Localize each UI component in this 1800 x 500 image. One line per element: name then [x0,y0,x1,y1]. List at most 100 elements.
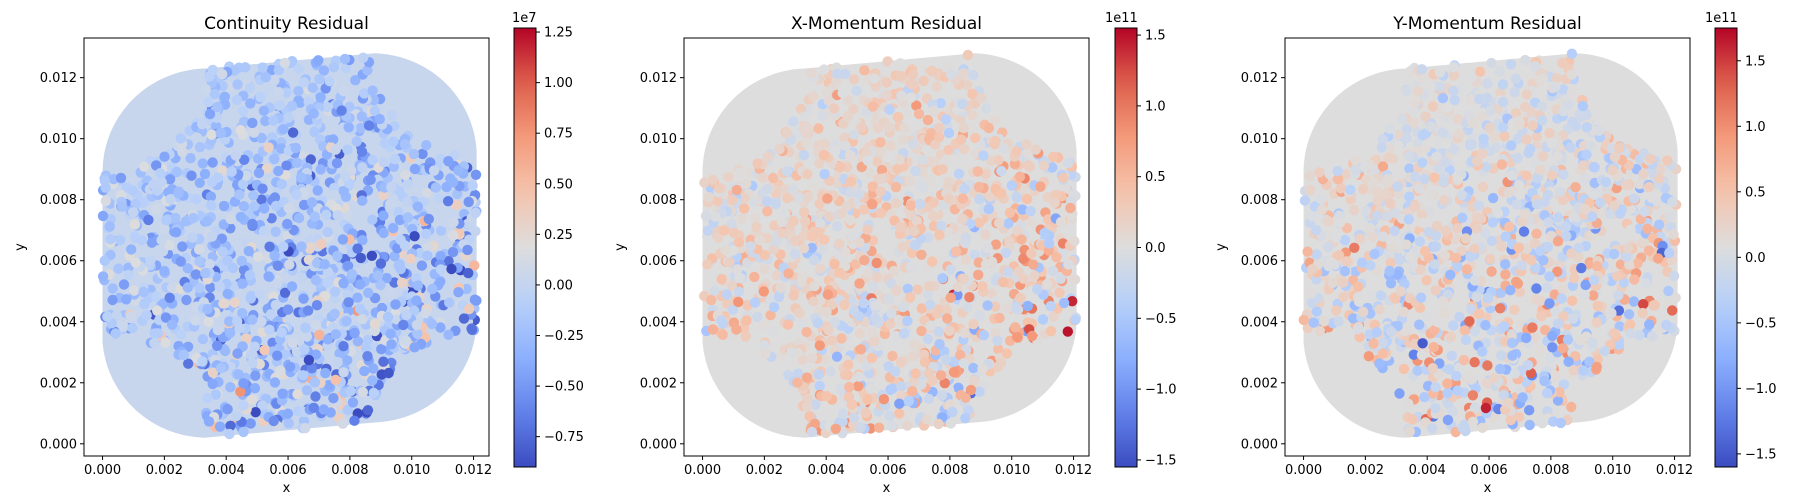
scatter-point [1419,391,1430,403]
scatter-point [1594,197,1606,208]
scatter-point [951,246,962,257]
scatter-point [115,172,127,184]
scatter-point [1546,137,1558,149]
y-tick-label: 0.008 [640,193,677,208]
scatter-point [810,399,821,410]
scatter-point [442,196,454,207]
scatter-point [941,154,952,165]
scatter-point [256,316,267,327]
scatter-point [453,287,464,298]
scatter-point [324,76,335,87]
scatter-point [1442,102,1453,114]
scatter-point [1316,194,1327,205]
scatter-point [1018,273,1029,284]
scatter-point [337,418,349,429]
scatter-point [1464,110,1475,121]
scatter-point [202,303,213,315]
scatter-point [1400,325,1411,336]
scatter-point [1520,54,1531,66]
scatter-point [1318,316,1330,327]
scatter-point [839,68,851,80]
scatter-point [1639,206,1650,217]
scatter-point [917,174,928,186]
scatter-point [897,134,908,145]
scatter-point [1544,128,1555,139]
scatter-point [409,305,420,317]
scatter-point [1010,322,1021,333]
scatter-point [175,256,186,267]
scatter-point [248,127,260,138]
scatter-point [1513,133,1524,144]
scatter-point [940,354,952,365]
scatter-point [1494,363,1506,375]
scatter-point [143,214,154,226]
scatter-point [357,386,368,398]
scatter-point [923,280,935,292]
scatter-point [362,405,374,416]
scatter-point [1377,348,1389,359]
scatter-point [1427,363,1439,374]
scatter-point [328,62,340,73]
scatter-point [402,212,413,223]
scatter-point [884,410,895,422]
scatter-point [1062,157,1074,169]
scatter-point [854,189,865,200]
x-tick-label: 0.008 [931,463,968,478]
scatter-point [758,340,770,351]
scatter-point [1428,342,1440,353]
scatter-point [973,269,984,281]
scatter-point [1625,319,1636,330]
scatter-point [1022,300,1033,312]
scatter-point [1466,139,1477,150]
scatter-point [342,144,353,155]
scatter-point [776,227,788,239]
scatter-point [367,85,378,96]
scatter-point [907,79,919,90]
scatter-point [891,285,902,297]
scatter-point [194,142,206,153]
scatter-point [1620,251,1632,262]
scatter-point [1473,308,1485,319]
scatter-point [962,79,973,91]
scatter-point [1001,348,1013,359]
scatter-point [1607,165,1618,176]
scatter-point [741,178,752,189]
scatter-point [1451,252,1462,264]
scatter-point [182,263,193,274]
colorbar-tick-label: −0.5 [1745,316,1777,331]
scatter-point [839,299,850,311]
scatter-point [1570,182,1581,193]
scatter-point [1466,71,1477,83]
scatter-point [870,313,881,324]
scatter-point [314,329,325,341]
scatter-point [1408,117,1420,128]
scatter-point [1513,411,1525,423]
scatter-point [775,282,786,293]
scatter-point [856,122,867,133]
scatter-point [798,149,810,161]
scatter-point [1558,84,1569,95]
scatter-point [338,85,349,97]
scatter-point [243,245,254,257]
scatter-point [1452,114,1464,125]
scatter-point [1011,331,1023,343]
scatter-point [367,375,378,386]
scatter-point [1352,324,1364,335]
scatter-point [1537,101,1548,112]
scatter-point [164,292,175,303]
scatter-point [1530,262,1541,274]
scatter-point [882,56,893,67]
scatter-point [1465,251,1476,262]
scatter-point [1644,319,1655,330]
scatter-point [114,234,126,246]
scatter-point [1482,78,1493,89]
scatter-point [726,218,737,230]
scatter-point [1535,164,1546,175]
y-tick-label: 0.008 [40,193,77,208]
scatter-point [818,64,830,75]
scatter-point [994,312,1005,324]
scatter-point [389,251,400,262]
scatter-point [767,325,779,337]
scatter-point [256,194,267,205]
